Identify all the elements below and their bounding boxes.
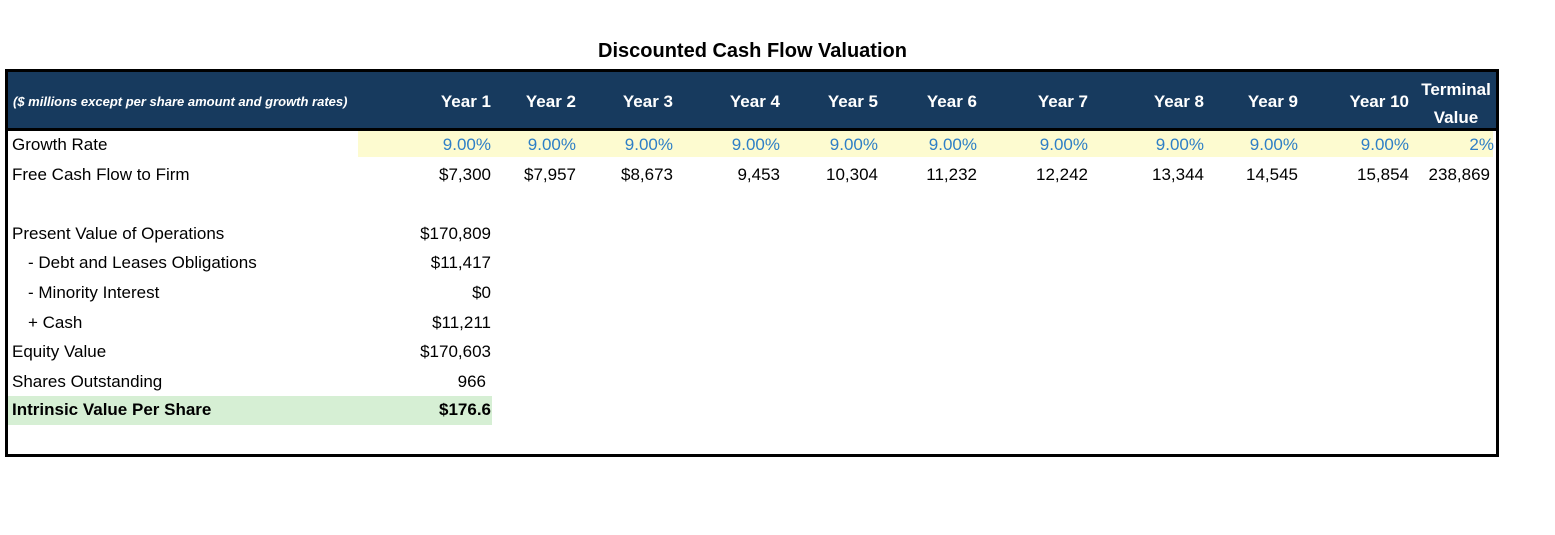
growth-year-3: 9.00% (624, 135, 673, 154)
growth-year-9: 9.00% (1249, 135, 1298, 154)
fcf-year-8: 13,344 (1152, 165, 1204, 184)
summary-value: $170,809 (420, 224, 491, 243)
summary-value: $11,417 (430, 253, 491, 272)
header-year-4: Year 4 (729, 92, 780, 111)
table-header: ($ millions except per share amount and … (8, 72, 1496, 131)
header-year-1: Year 1 (440, 92, 491, 111)
fcf-year-7: 12,242 (1036, 165, 1088, 184)
summary-row-shares: Shares Outstanding 966 (8, 368, 1496, 396)
dcf-table: ($ millions except per share amount and … (5, 69, 1499, 457)
summary-value: $0 (472, 283, 491, 302)
summary-row-minority: - Minority Interest $0 (8, 279, 1496, 307)
summary-label: Shares Outstanding (12, 372, 163, 391)
header-terminal-line1: Terminal (1421, 80, 1491, 99)
units-note: ($ millions except per share amount and … (13, 94, 348, 109)
fcf-year-5: 10,304 (826, 165, 878, 184)
fcf-year-4: 9,453 (737, 165, 780, 184)
summary-label: + Cash (28, 313, 83, 332)
summary-label: Equity Value (12, 342, 107, 361)
fcf-year-3: $8,673 (621, 165, 673, 184)
summary-value: $176.6 (439, 400, 491, 419)
growth-year-7: 9.00% (1039, 135, 1088, 154)
summary-row-pv-operations: Present Value of Operations $170,809 (8, 220, 1496, 248)
header-terminal-value: Terminal Value (1416, 76, 1496, 132)
summary-value: $170,603 (420, 342, 491, 361)
summary-label: Intrinsic Value Per Share (12, 400, 212, 419)
header-year-7: Year 7 (1037, 92, 1088, 111)
summary-row-intrinsic: Intrinsic Value Per Share $176.6 (8, 396, 1496, 425)
fcf-year-2: $7,957 (524, 165, 576, 184)
header-year-8: Year 8 (1153, 92, 1204, 111)
page-title: Discounted Cash Flow Valuation (598, 40, 907, 62)
growth-year-5: 9.00% (829, 135, 878, 154)
fcf-terminal: 238,869 (1428, 165, 1490, 184)
fcf-year-9: 14,545 (1246, 165, 1298, 184)
growth-highlight (358, 131, 1493, 157)
summary-label: - Minority Interest (28, 283, 160, 302)
summary-label: Present Value of Operations (12, 224, 225, 243)
summary-row-debt: - Debt and Leases Obligations $11,417 (8, 249, 1496, 277)
header-year-2: Year 2 (525, 92, 576, 111)
growth-year-10: 9.00% (1360, 135, 1409, 154)
header-year-6: Year 6 (926, 92, 977, 111)
summary-value: 966 (457, 372, 486, 391)
intrinsic-highlight (8, 396, 492, 425)
header-year-3: Year 3 (622, 92, 673, 111)
fcf-year-10: 15,854 (1357, 165, 1409, 184)
header-year-10: Year 10 (1349, 92, 1409, 111)
summary-row-cash: + Cash $11,211 (8, 309, 1496, 337)
growth-rate-row: Growth Rate 9.00% 9.00% 9.00% 9.00% 9.00… (8, 131, 1496, 159)
growth-year-6: 9.00% (928, 135, 977, 154)
growth-year-2: 9.00% (527, 135, 576, 154)
summary-value: $11,211 (432, 313, 491, 332)
fcf-year-6: 11,232 (926, 165, 977, 184)
header-year-5: Year 5 (827, 92, 878, 111)
summary-label: - Debt and Leases Obligations (28, 253, 257, 272)
growth-year-4: 9.00% (731, 135, 780, 154)
growth-rate-label: Growth Rate (12, 135, 108, 154)
growth-year-8: 9.00% (1155, 135, 1204, 154)
fcf-label: Free Cash Flow to Firm (12, 165, 190, 184)
header-year-9: Year 9 (1247, 92, 1298, 111)
header-terminal-line2: Value (1433, 108, 1479, 127)
summary-row-equity: Equity Value $170,603 (8, 338, 1496, 366)
fcf-year-1: $7,300 (439, 165, 491, 184)
fcf-row: Free Cash Flow to Firm $7,300 $7,957 $8,… (8, 161, 1496, 189)
growth-terminal: 2% (1469, 135, 1494, 154)
growth-year-1: 9.00% (442, 135, 491, 154)
